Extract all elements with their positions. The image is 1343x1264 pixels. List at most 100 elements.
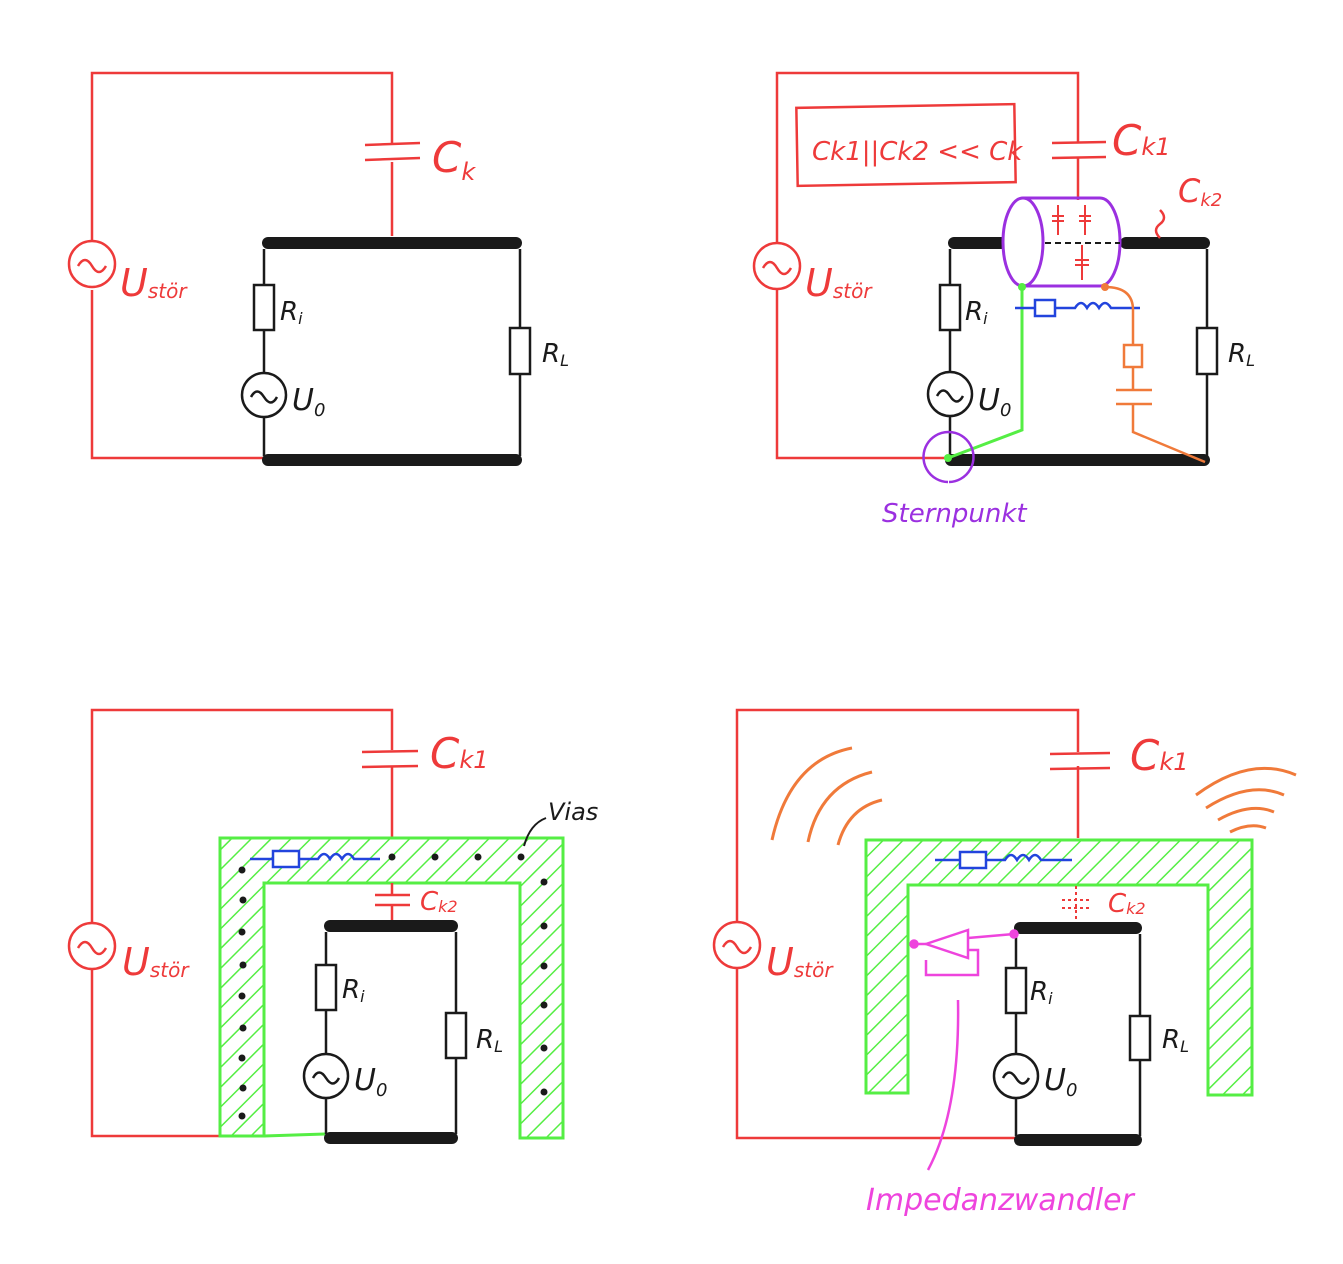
radiation-right-icon [1195,766,1297,834]
sternpunkt-marker [922,430,975,484]
ck-capacitor-icon [364,141,421,162]
u0-source-icon [926,370,974,418]
guard-impedance-wire [935,853,1072,863]
inner-wires [948,249,1209,456]
svg-text:RL: RL [542,339,569,370]
rl-label: R [1162,1025,1180,1055]
u0-sub: 0 [1000,400,1011,421]
ri-label: R [342,975,360,1005]
ustor-loop-wire [735,708,1080,1140]
svg-text:RL: RL [1162,1025,1189,1056]
condition-text: Ck1||Ck2 << Ck [812,137,1023,167]
ck-sub: k [461,158,476,186]
rl-sub: L [1180,1037,1189,1056]
rl-sub: L [560,351,569,370]
ck2-label: C [1178,172,1201,210]
shield-resistor-icon [1033,298,1057,318]
inner-wires [324,932,458,1134]
svg-text:Ck2: Ck2 [420,887,458,917]
guard-ring [864,838,1254,1097]
svg-text:U0: U0 [978,383,1011,421]
ck1-capacitor-icon [1051,140,1107,160]
via-dots [238,853,548,1120]
ck1-capacitor-icon [361,749,419,769]
svg-text:RL: RL [1228,339,1255,370]
bottom-conductor [324,1132,458,1144]
u0-label: U [1044,1063,1066,1098]
ck2-pointer [1154,209,1166,239]
ri-label: R [280,297,298,327]
ck2-sub: k2 [1126,899,1145,918]
panel-2-shielded-cable: Ck1||Ck2 << Ck [752,71,1255,529]
panel-1-basic-coupling: Ustör Ck Ri U0 RL [67,71,569,466]
rl-label: R [476,1025,494,1055]
ustor-source-icon [752,241,802,291]
svg-text:Ustör: Ustör [766,940,834,984]
ri-resistor-icon [938,283,962,332]
guard-ring [218,836,565,1140]
guard-impedance-wire [250,852,380,862]
orange-return-path [1104,285,1206,464]
ustor-source-icon [67,921,117,971]
sternpunkt-label: Sternpunkt [882,499,1027,529]
vias-pointer [523,817,547,847]
u0-source-icon [992,1052,1040,1100]
svg-text:Ustör: Ustör [120,261,188,305]
vias-label: Vias [548,798,598,826]
svg-text:Ck1: Ck1 [1130,731,1189,780]
top-conductor-right [1120,237,1210,249]
u0-sub: 0 [314,400,325,421]
ustor-source-icon [67,239,117,289]
bottom-conductor [262,454,522,466]
svg-text:Ri: Ri [280,297,303,328]
guard-resistor-icon [271,849,301,869]
panel-3-guard-ring-vias: Vias Ck1 Ck2 Ustör Ri U0 RL [67,708,598,1144]
ustor-sub: stör [150,958,190,982]
ck-label: C [432,133,462,182]
bottom-conductor [1014,1134,1142,1146]
top-conductor [324,920,458,932]
rl-sub: L [494,1037,503,1056]
ck2-sub: k2 [1200,190,1222,211]
svg-text:Ustör: Ustör [122,940,190,984]
impedanzwandler-label: Impedanzwandler [866,1183,1136,1218]
ck2-label: C [420,887,439,917]
svg-text:Ck1: Ck1 [430,729,489,778]
shield-cylinder-icon [1001,196,1122,288]
ustor-label: U [766,940,794,984]
ri-sub: i [1048,989,1053,1008]
ri-sub: i [360,987,365,1006]
svg-text:Ck2: Ck2 [1178,172,1222,211]
ck1-sub: k1 [459,746,488,774]
svg-text:Ri: Ri [1030,977,1053,1008]
inner-wires [262,249,522,456]
rl-resistor-icon [508,326,532,376]
svg-text:Ck2: Ck2 [1108,889,1146,919]
ck1-sub: k1 [1159,748,1188,776]
ustor-loop-wire [90,708,394,1138]
u0-sub: 0 [376,1080,387,1101]
u0-source-icon [240,371,288,419]
ri-sub: i [298,309,303,328]
top-conductor [1014,922,1142,934]
u0-label: U [292,383,314,418]
inner-wires [1014,934,1142,1136]
ri-resistor-icon [1004,966,1028,1015]
svg-text:Ustör: Ustör [805,261,873,305]
rl-sub: L [1246,351,1255,370]
ustor-sub: stör [794,958,834,982]
ustor-label: U [122,940,150,984]
opamp-buffer-icon [909,928,1019,1171]
ustor-sub: stör [148,279,188,303]
ri-label: R [965,297,983,327]
u0-sub: 0 [1066,1080,1077,1101]
svg-text:U0: U0 [292,383,325,421]
orange-resistor-icon [1122,343,1144,369]
ck1-label: C [1112,116,1142,165]
svg-text:RL: RL [476,1025,503,1056]
svg-text:Ck1: Ck1 [1112,116,1171,165]
svg-text:Ri: Ri [965,297,988,328]
radiation-left-icon [770,746,883,846]
ck1-sub: k1 [1141,133,1170,161]
